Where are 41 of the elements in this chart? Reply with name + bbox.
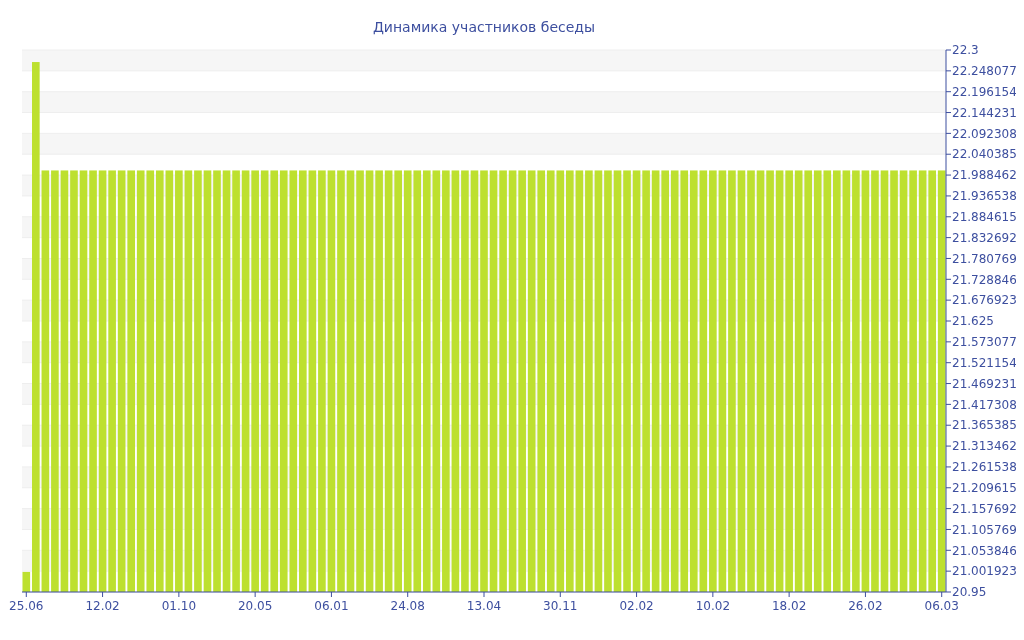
x-tick-label: 10.02 — [695, 599, 731, 613]
y-tick-label: 22.3 — [952, 43, 979, 58]
x-tick-label: 06.03 — [924, 599, 959, 613]
y-tick-label: 21.417308 — [952, 397, 1017, 412]
chart-title: Динамика участников беседы — [372, 19, 596, 35]
y-tick-label: 21.105769 — [952, 522, 1017, 537]
y-tick-label: 21.001923 — [952, 564, 1017, 579]
y-tick-label: 21.728846 — [952, 272, 1017, 287]
x-tick-label: 13.04 — [466, 599, 502, 613]
y-tick-label: 21.157692 — [952, 501, 1017, 516]
y-tick-label: 22.248077 — [952, 64, 1017, 79]
y-tick-label: 22.144231 — [952, 105, 1017, 120]
y-tick-label: 21.365385 — [952, 418, 1017, 433]
y-tick-label: 21.884615 — [952, 209, 1017, 224]
x-tick-label: 01.10 — [161, 599, 197, 613]
y-tick-label: 21.676923 — [952, 293, 1017, 308]
y-tick-label: 21.936538 — [952, 189, 1017, 204]
y-tick-label: 22.092308 — [952, 126, 1017, 141]
x-tick-label: 26.02 — [848, 599, 883, 613]
x-tick-label: 18.02 — [771, 599, 807, 613]
y-tick-label: 21.625 — [952, 314, 994, 329]
x-tick-label: 30.11 — [543, 599, 578, 613]
y-tick-label: 21.261538 — [952, 460, 1017, 475]
x-tick-label: 20.05 — [237, 599, 273, 613]
y-tick-label: 21.988462 — [952, 168, 1017, 183]
x-tick-label: 02.02 — [619, 599, 654, 613]
x-tick-label: 12.02 — [85, 599, 120, 613]
y-tick-label: 21.053846 — [952, 543, 1017, 558]
x-tick-label: 06.01 — [314, 599, 349, 613]
x-tick-label: 24.08 — [390, 599, 425, 613]
y-tick-label: 20.95 — [952, 585, 987, 600]
y-tick-label: 21.469231 — [952, 376, 1017, 391]
y-tick-label: 22.196154 — [952, 84, 1017, 99]
x-tick-label: 25.06 — [9, 599, 44, 613]
y-tick-label: 21.313462 — [952, 439, 1017, 454]
y-tick-label: 22.040385 — [952, 147, 1017, 162]
y-tick-label: 21.573077 — [952, 335, 1017, 350]
y-tick-label: 21.209615 — [952, 480, 1017, 495]
y-tick-label: 21.832692 — [952, 230, 1017, 245]
y-tick-label: 21.521154 — [952, 355, 1017, 370]
y-tick-label: 21.780769 — [952, 251, 1017, 266]
